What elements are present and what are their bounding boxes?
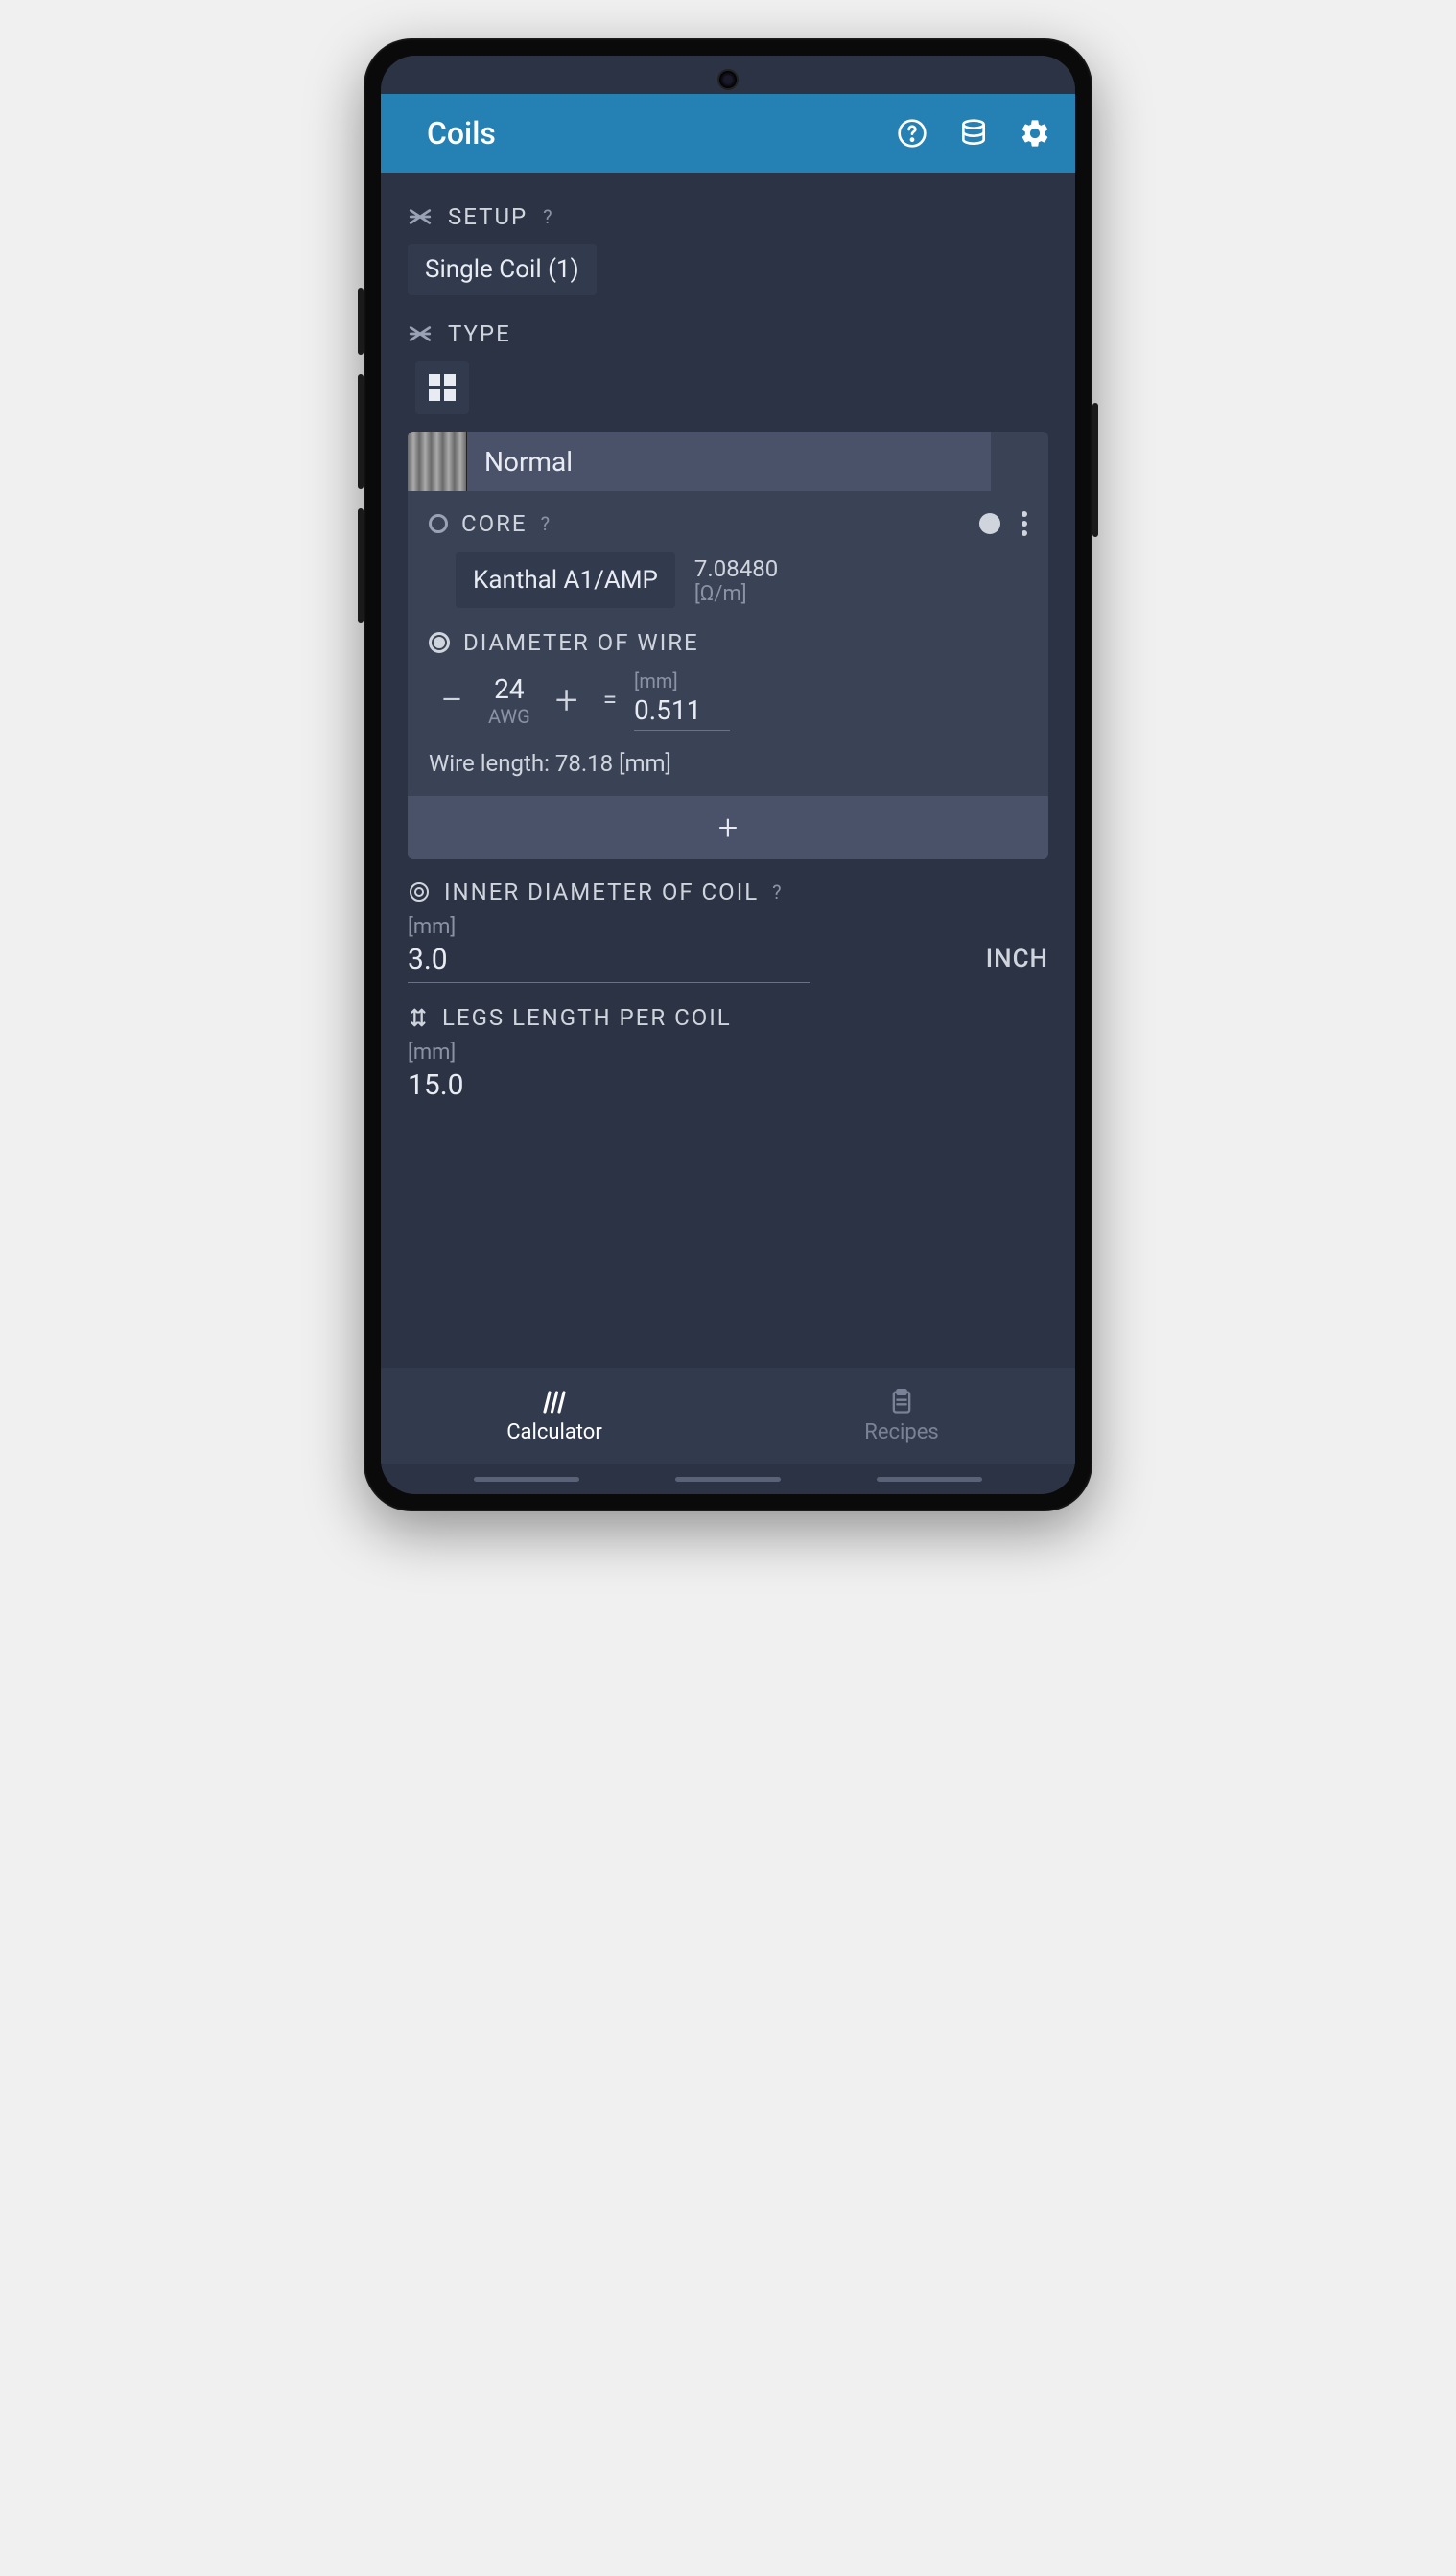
coil-thumbnail [408, 432, 467, 491]
bottom-nav: Calculator Recipes [381, 1368, 1075, 1464]
inner-diameter-row: 3.0 INCH [408, 943, 1048, 983]
side-button [1092, 403, 1098, 537]
type-grid-button[interactable] [415, 361, 469, 414]
diameter-label: DIAMETER OF WIRE [463, 629, 699, 656]
inner-diameter-label: INNER DIAMETER OF COIL [444, 878, 759, 905]
legs-label: LEGS LENGTH PER COIL [442, 1004, 732, 1031]
screen: Coils SETUP ? Single Coil (1) [381, 56, 1075, 1494]
inch-toggle[interactable]: INCH [986, 945, 1048, 983]
resistance-value: 7.08480 [694, 555, 778, 582]
resistance-unit: [Ω/m] [694, 582, 778, 606]
nav-recipes-label: Recipes [864, 1420, 938, 1444]
clipboard-icon [888, 1388, 915, 1417]
coil-card-body: CORE ? Kanthal A1/AMP 7.08480 [Ω/m] [408, 491, 1048, 796]
setup-help[interactable]: ? [543, 205, 552, 228]
inner-diameter-help[interactable]: ? [772, 880, 781, 903]
awg-block: 24 AWG [488, 673, 530, 728]
database-icon[interactable] [956, 116, 991, 151]
awg-value: 24 [488, 673, 530, 705]
coil-icon [408, 321, 433, 346]
help-icon[interactable] [895, 116, 929, 151]
more-icon[interactable] [1022, 511, 1027, 536]
inner-diameter-block: INNER DIAMETER OF COIL ? [mm] 3.0 INCH [408, 878, 1048, 983]
type-label: TYPE [448, 320, 511, 347]
core-help[interactable]: ? [541, 512, 550, 535]
resistance-block: 7.08480 [Ω/m] [694, 555, 778, 606]
equals-label: = [603, 686, 617, 714]
setup-value-chip[interactable]: Single Coil (1) [408, 244, 597, 295]
arrows-vertical-icon [408, 1007, 429, 1028]
status-bar [381, 56, 1075, 94]
core-indicator-icon[interactable] [979, 513, 1000, 534]
ring-icon [408, 880, 431, 903]
wire-length-label: Wire length: 78.18 [mm] [429, 750, 1027, 777]
diameter-icon [429, 632, 450, 653]
app-bar-actions [895, 116, 1052, 151]
material-chip[interactable]: Kanthal A1/AMP [456, 552, 675, 608]
coil-icon [408, 204, 433, 229]
core-radio-icon [429, 514, 448, 533]
mm-value-input[interactable]: 0.511 [634, 694, 730, 731]
core-row: CORE ? [429, 510, 1027, 537]
inner-diameter-header: INNER DIAMETER OF COIL ? [408, 878, 1048, 905]
awg-row: − 24 AWG + = [mm] 0.511 [429, 669, 1027, 731]
coil-card: Normal CORE ? [408, 432, 1048, 859]
side-button [358, 508, 364, 623]
setup-header: SETUP ? [408, 203, 1048, 230]
page-title: Coils [427, 115, 895, 152]
side-button [358, 288, 364, 355]
awg-plus-button[interactable]: + [548, 677, 586, 724]
legs-block: LEGS LENGTH PER COIL [mm] 15.0 [408, 1004, 1048, 1108]
calculator-icon [540, 1388, 569, 1417]
inner-diameter-unit: [mm] [408, 915, 1048, 939]
settings-icon[interactable] [1018, 116, 1052, 151]
legs-input[interactable]: 15.0 [408, 1068, 810, 1108]
awg-minus-button[interactable]: − [433, 677, 471, 724]
coil-card-header[interactable]: Normal [408, 432, 991, 491]
gesture-bar [381, 1464, 1075, 1494]
mm-block: [mm] 0.511 [634, 669, 730, 731]
nav-calculator-label: Calculator [506, 1420, 602, 1444]
diameter-header: DIAMETER OF WIRE [429, 629, 1027, 656]
setup-label: SETUP [448, 203, 528, 230]
mm-unit: [mm] [634, 669, 730, 692]
material-row: Kanthal A1/AMP 7.08480 [Ω/m] [429, 552, 1027, 608]
legs-header: LEGS LENGTH PER COIL [408, 1004, 1048, 1031]
phone-frame: Coils SETUP ? Single Coil (1) [364, 38, 1092, 1511]
side-button [358, 374, 364, 489]
add-wire-button[interactable]: + [408, 796, 1048, 859]
nav-calculator[interactable]: Calculator [381, 1388, 728, 1444]
type-header: TYPE [408, 320, 1048, 347]
grid-icon [429, 374, 456, 401]
core-label: CORE [461, 510, 528, 537]
content-area: SETUP ? Single Coil (1) TYPE Normal [381, 173, 1075, 1368]
app-bar: Coils [381, 94, 1075, 173]
legs-unit: [mm] [408, 1041, 1048, 1065]
awg-unit-label: AWG [488, 705, 530, 728]
inner-diameter-input[interactable]: 3.0 [408, 943, 810, 983]
nav-recipes[interactable]: Recipes [728, 1388, 1075, 1444]
coil-type-label: Normal [467, 446, 573, 478]
